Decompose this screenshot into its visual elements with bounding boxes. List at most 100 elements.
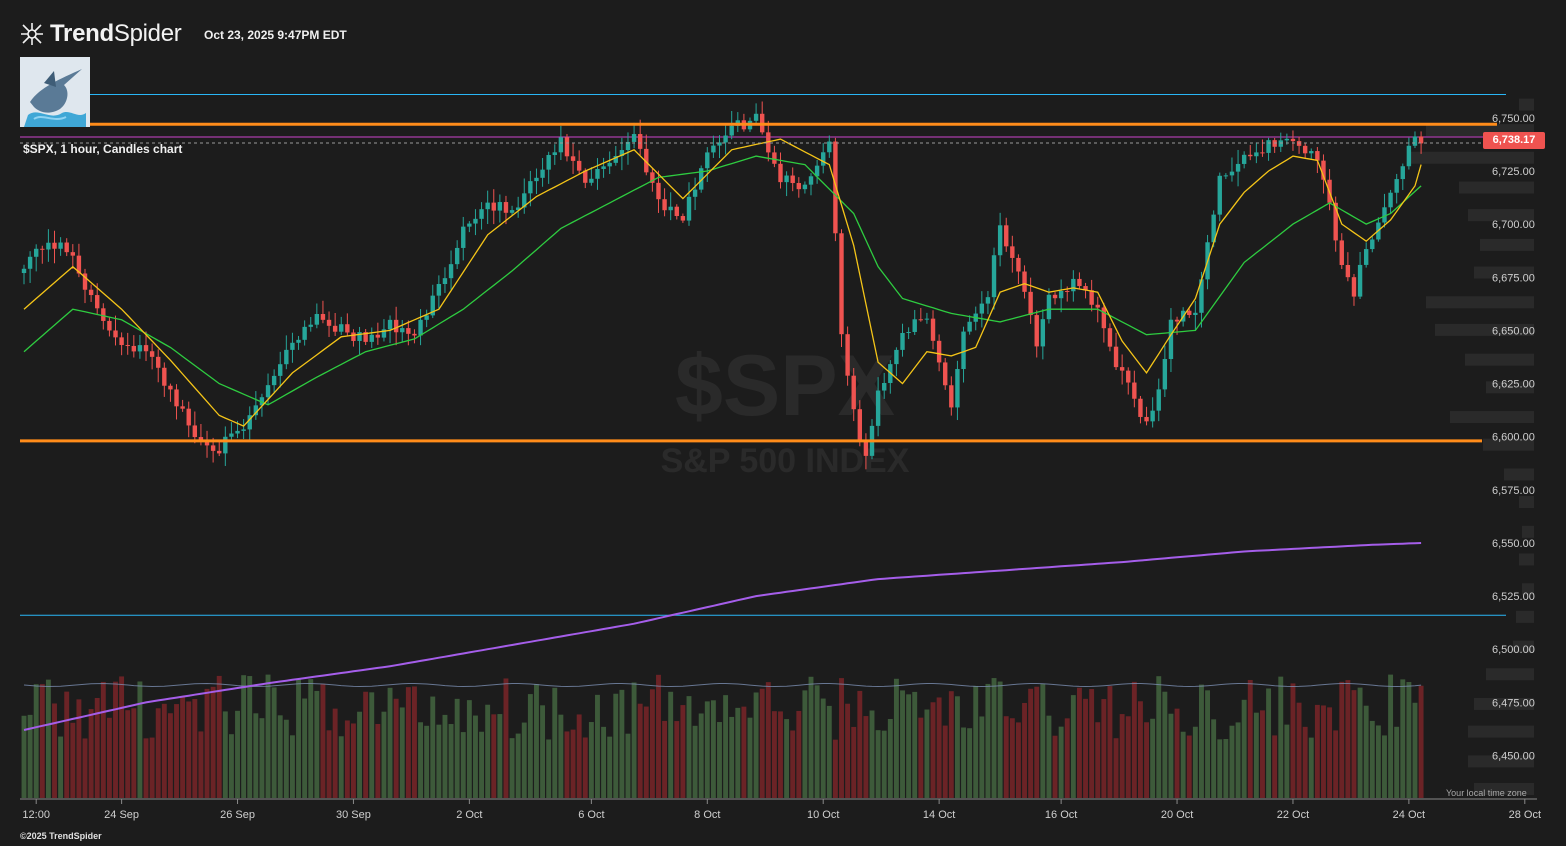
- volume-bar: [314, 690, 320, 798]
- volume-bar: [1314, 704, 1320, 798]
- candle-body: [503, 202, 509, 213]
- candle: [674, 204, 679, 220]
- candle: [961, 326, 966, 383]
- volume-bar: [338, 736, 344, 798]
- volume-bar: [1083, 698, 1088, 798]
- candle: [454, 240, 460, 270]
- candle: [1046, 288, 1052, 324]
- candle-body: [821, 152, 826, 166]
- candle-body: [882, 382, 887, 391]
- volume-bar: [771, 711, 777, 798]
- candle-body: [1193, 312, 1198, 316]
- candle-body: [900, 332, 905, 350]
- volume-bar: [180, 696, 186, 798]
- candle: [1339, 233, 1344, 270]
- candle-body: [692, 189, 698, 197]
- candle: [1071, 270, 1076, 302]
- volume-bar: [454, 698, 460, 798]
- volume-profile-bar: [1486, 668, 1534, 681]
- volume-bar: [778, 711, 783, 798]
- candle-body: [686, 196, 692, 221]
- volume-bar: [906, 694, 912, 798]
- candle-body: [808, 176, 814, 185]
- volume-profile-bar: [1522, 525, 1534, 538]
- candle-body: [943, 362, 948, 386]
- ema-fast-line: [23, 138, 1422, 427]
- volume-bar: [1052, 735, 1058, 798]
- candle-body: [790, 175, 795, 184]
- candle-body: [442, 278, 448, 285]
- candle-body: [540, 169, 545, 178]
- candle-body: [650, 172, 655, 183]
- candle: [491, 189, 496, 225]
- volume-bar: [759, 688, 765, 798]
- candle: [540, 157, 545, 187]
- volume-bar: [527, 694, 533, 798]
- candle-body: [473, 218, 478, 224]
- volume-bar: [753, 692, 759, 798]
- x-tick-label: 12:00: [22, 809, 50, 821]
- volume-bar: [741, 706, 747, 798]
- volume-bar: [710, 700, 716, 798]
- candle-body: [607, 162, 612, 167]
- candle: [1132, 370, 1137, 408]
- candle-body: [162, 367, 167, 386]
- volume-bar: [613, 693, 619, 798]
- candle: [1150, 397, 1155, 428]
- volume-bar: [558, 714, 564, 798]
- candle: [27, 251, 33, 283]
- candle-body: [436, 284, 442, 296]
- x-tick-label: 20 Oct: [1161, 809, 1193, 821]
- candle: [772, 145, 777, 168]
- volume-bar: [265, 674, 271, 798]
- candle: [1357, 251, 1363, 300]
- candle: [1156, 378, 1161, 422]
- candle: [1083, 282, 1088, 299]
- y-tick-label: 6,525.00: [1492, 591, 1535, 603]
- volume-bar: [137, 681, 143, 798]
- candle-body: [131, 345, 137, 352]
- timezone-label[interactable]: Your local time zone: [1446, 788, 1527, 798]
- volume-bar: [1064, 718, 1070, 798]
- volume-bar: [1009, 718, 1015, 798]
- candle-body: [400, 328, 405, 333]
- candle-body: [906, 331, 911, 333]
- volume-bar: [869, 710, 875, 798]
- candle: [1119, 354, 1125, 385]
- candle-body: [143, 345, 149, 352]
- candle-body: [229, 433, 234, 437]
- candle: [1254, 142, 1259, 164]
- candle-body: [668, 206, 673, 211]
- candle-body: [680, 216, 686, 221]
- candle: [522, 178, 527, 214]
- candle: [412, 329, 417, 344]
- candle: [284, 335, 289, 370]
- volume-bar: [491, 714, 497, 798]
- sma-long-line: [23, 542, 1422, 731]
- candle: [467, 221, 472, 233]
- volume-bar: [1113, 738, 1119, 798]
- candle: [668, 192, 673, 221]
- candle: [851, 368, 856, 422]
- volume-bar: [33, 684, 39, 798]
- candle-body: [778, 163, 783, 183]
- volume-bar: [1333, 730, 1339, 798]
- candle: [1162, 345, 1168, 398]
- candle-body: [156, 356, 161, 368]
- volume-bar: [52, 703, 57, 798]
- candle: [1412, 131, 1418, 149]
- volume-bar: [1144, 722, 1149, 798]
- x-tick-label: 22 Oct: [1277, 809, 1309, 821]
- volume-bar: [985, 683, 991, 798]
- volume-bar: [900, 690, 905, 798]
- brand-logo: TrendSpider: [20, 20, 182, 48]
- candle: [1138, 395, 1143, 424]
- candle-body: [1266, 140, 1271, 153]
- candle-body: [552, 152, 557, 156]
- volume-bar: [1308, 737, 1314, 798]
- candle: [247, 406, 252, 441]
- volume-bar: [125, 710, 131, 798]
- volume-bar: [1284, 724, 1290, 798]
- volume-bar: [625, 733, 631, 798]
